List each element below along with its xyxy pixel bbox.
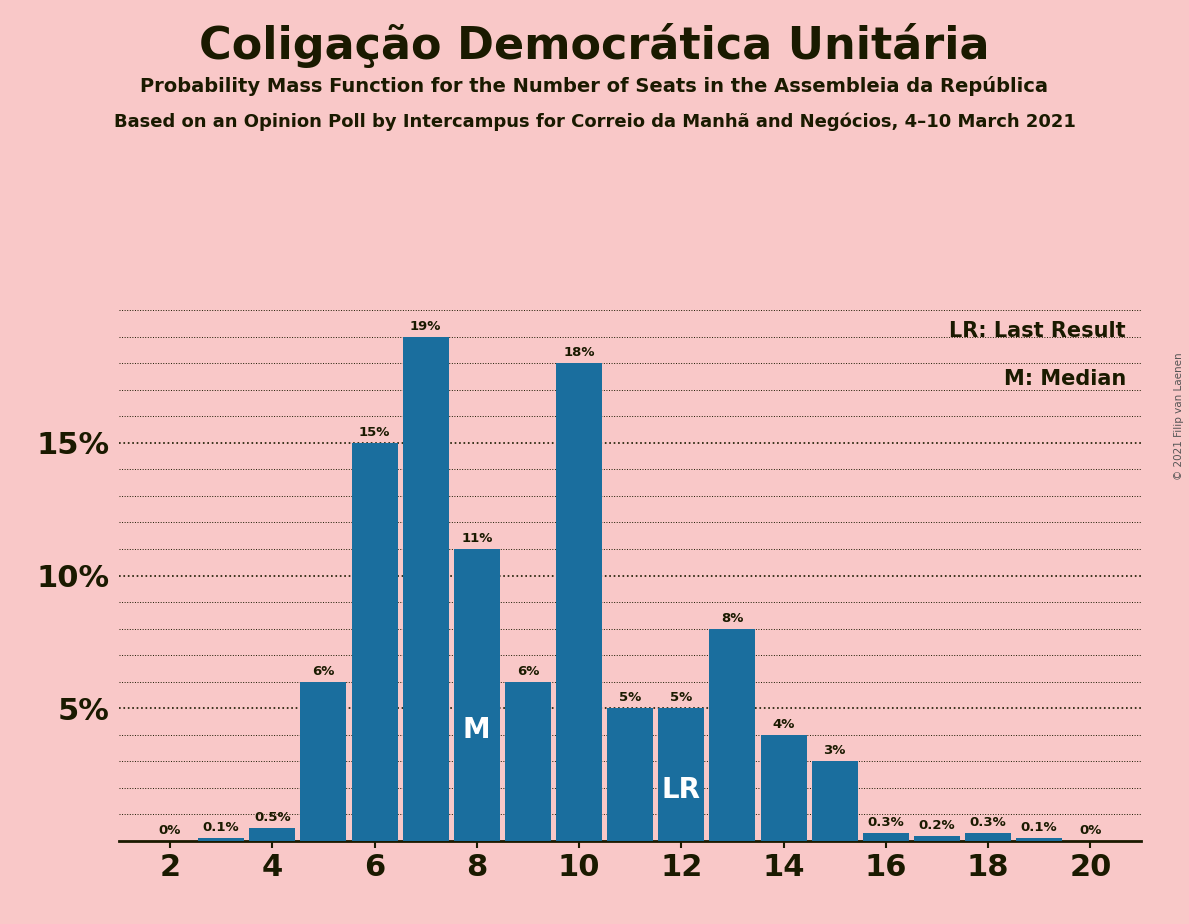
Text: M: Median: M: Median (1004, 370, 1126, 389)
Text: 0.1%: 0.1% (1021, 821, 1057, 834)
Text: 5%: 5% (619, 691, 641, 704)
Text: 19%: 19% (410, 320, 441, 333)
Bar (352, 443, 397, 841)
Text: 6%: 6% (517, 664, 539, 677)
Text: Based on an Opinion Poll by Intercampus for Correio da Manhã and Negócios, 4–10 : Based on an Opinion Poll by Intercampus … (114, 113, 1075, 131)
Bar (863, 833, 908, 841)
Bar (914, 835, 960, 841)
Bar (608, 708, 653, 841)
Text: 0.3%: 0.3% (868, 816, 904, 829)
Bar (556, 363, 602, 841)
Bar (505, 682, 551, 841)
Bar (710, 628, 755, 841)
Text: M: M (463, 716, 491, 744)
Bar (1017, 838, 1062, 841)
Text: 5%: 5% (671, 691, 692, 704)
Text: 18%: 18% (564, 346, 594, 359)
Text: 0.3%: 0.3% (970, 816, 1006, 829)
Text: 11%: 11% (461, 532, 492, 545)
Text: 0%: 0% (159, 824, 181, 837)
Bar (454, 549, 499, 841)
Bar (403, 336, 448, 841)
Bar (250, 828, 295, 841)
Text: 0.5%: 0.5% (254, 810, 290, 823)
Text: 0.2%: 0.2% (919, 819, 955, 832)
Text: 8%: 8% (722, 612, 743, 625)
Bar (301, 682, 346, 841)
Bar (659, 708, 704, 841)
Text: © 2021 Filip van Laenen: © 2021 Filip van Laenen (1175, 352, 1184, 480)
Text: Probability Mass Function for the Number of Seats in the Assembleia da República: Probability Mass Function for the Number… (140, 76, 1049, 96)
Text: 3%: 3% (824, 744, 845, 758)
Text: 15%: 15% (359, 426, 390, 439)
Bar (812, 761, 857, 841)
Text: 0.1%: 0.1% (203, 821, 239, 834)
Text: Coligação Democrática Unitária: Coligação Democrática Unitária (200, 23, 989, 68)
Text: LR: Last Result: LR: Last Result (950, 321, 1126, 341)
Text: LR: LR (662, 776, 700, 805)
Bar (761, 735, 806, 841)
Text: 6%: 6% (313, 664, 334, 677)
Text: 0%: 0% (1080, 824, 1101, 837)
Bar (965, 833, 1011, 841)
Bar (199, 838, 244, 841)
Text: 4%: 4% (773, 718, 794, 731)
